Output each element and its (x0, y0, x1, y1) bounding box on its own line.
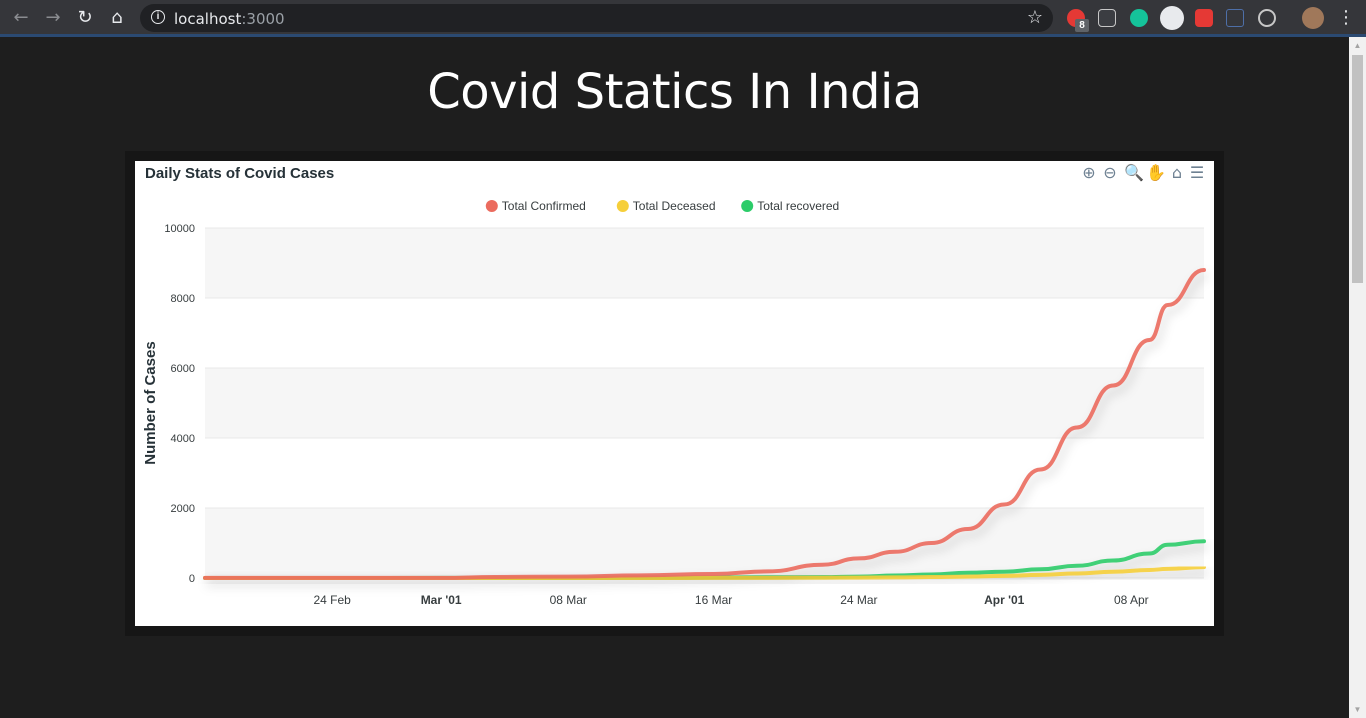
selection-zoom-icon[interactable]: 🔍 (1124, 163, 1144, 182)
grid-band (205, 228, 1204, 298)
browser-toolbar: ← → ↻ ⌂ i localhost:3000 ☆ 8 ⋮ (0, 0, 1366, 37)
y-axis-title: Number of Cases (142, 341, 159, 464)
x-tick-label: 16 Mar (695, 593, 732, 607)
series-line-total-confirmed (203, 268, 1206, 580)
reload-icon[interactable]: ↻ (77, 7, 93, 28)
zoom-in-icon[interactable]: ⊕ (1082, 163, 1096, 182)
chart-card: Daily Stats of Covid Cases ⊕ ⊖ 🔍 ✋ ⌂ ☰ 0… (135, 161, 1214, 626)
json-extension-icon[interactable] (1226, 9, 1244, 27)
x-tick-label: Mar '01 (421, 593, 462, 607)
y-tick-label: 4000 (171, 433, 195, 445)
extension-grey-icon[interactable] (1160, 6, 1184, 30)
pan-hand-icon[interactable]: ✋ (1146, 163, 1166, 182)
url-text[interactable]: localhost:3000 (174, 10, 285, 28)
y-tick-label: 8000 (171, 293, 195, 305)
home-icon[interactable]: ⌂ (111, 7, 123, 28)
scroll-up-arrow-icon[interactable]: ▲ (1353, 41, 1362, 50)
zoom-out-icon[interactable]: ⊖ (1103, 163, 1117, 182)
y-tick-label: 2000 (171, 503, 195, 515)
back-arrow-icon[interactable]: ← (13, 7, 29, 28)
y-tick-label: 10000 (164, 223, 195, 235)
legend-label: Total Deceased (633, 199, 716, 213)
profile-avatar[interactable] (1302, 7, 1324, 29)
line-chart: 0 2000 4000 6000 8000 10000 24 Feb Mar '01 08 Ma… (142, 199, 1206, 607)
legend-marker (741, 200, 754, 212)
address-bar[interactable]: i localhost:3000 ☆ (140, 4, 1053, 32)
x-tick-label: 24 Mar (840, 593, 877, 607)
legend-marker (616, 200, 629, 212)
y-tick-label: 6000 (171, 363, 195, 375)
x-tick-label: 24 Feb (313, 593, 351, 607)
x-tick-label: 08 Mar (550, 593, 587, 607)
url-port: :3000 (241, 10, 285, 28)
x-tick-label: 08 Apr (1114, 593, 1149, 607)
site-info-icon[interactable]: i (151, 10, 165, 24)
legend-label: Total Confirmed (502, 199, 586, 213)
url-host: localhost (174, 10, 242, 28)
page-title: Covid Statics In India (427, 64, 922, 120)
grid-band (205, 368, 1204, 438)
pdf-extension-icon[interactable] (1098, 9, 1116, 27)
legend-marker (485, 200, 498, 212)
scroll-down-arrow-icon[interactable]: ▼ (1353, 705, 1362, 714)
browser-menu-icon[interactable]: ⋮ (1337, 7, 1355, 28)
extension-target-icon[interactable] (1258, 9, 1276, 27)
x-tick-label: Apr '01 (984, 593, 1025, 607)
reset-home-icon[interactable]: ⌂ (1171, 163, 1183, 182)
extension-badge: 8 (1075, 19, 1089, 32)
page-scrollbar[interactable]: ▲ ▼ (1349, 37, 1366, 718)
y-tick-label: 0 (189, 573, 195, 585)
grid-band (205, 508, 1204, 578)
forward-arrow-icon[interactable]: → (45, 7, 61, 28)
chart-menu-icon[interactable]: ☰ (1189, 163, 1205, 182)
legend-label: Total recovered (757, 199, 839, 213)
chart-title: Daily Stats of Covid Cases (145, 165, 335, 182)
bookmark-star-icon[interactable]: ☆ (1026, 7, 1043, 28)
scroll-thumb[interactable] (1352, 55, 1363, 283)
extension-red-box-icon[interactable] (1195, 9, 1213, 27)
grammarly-icon[interactable] (1130, 9, 1148, 27)
